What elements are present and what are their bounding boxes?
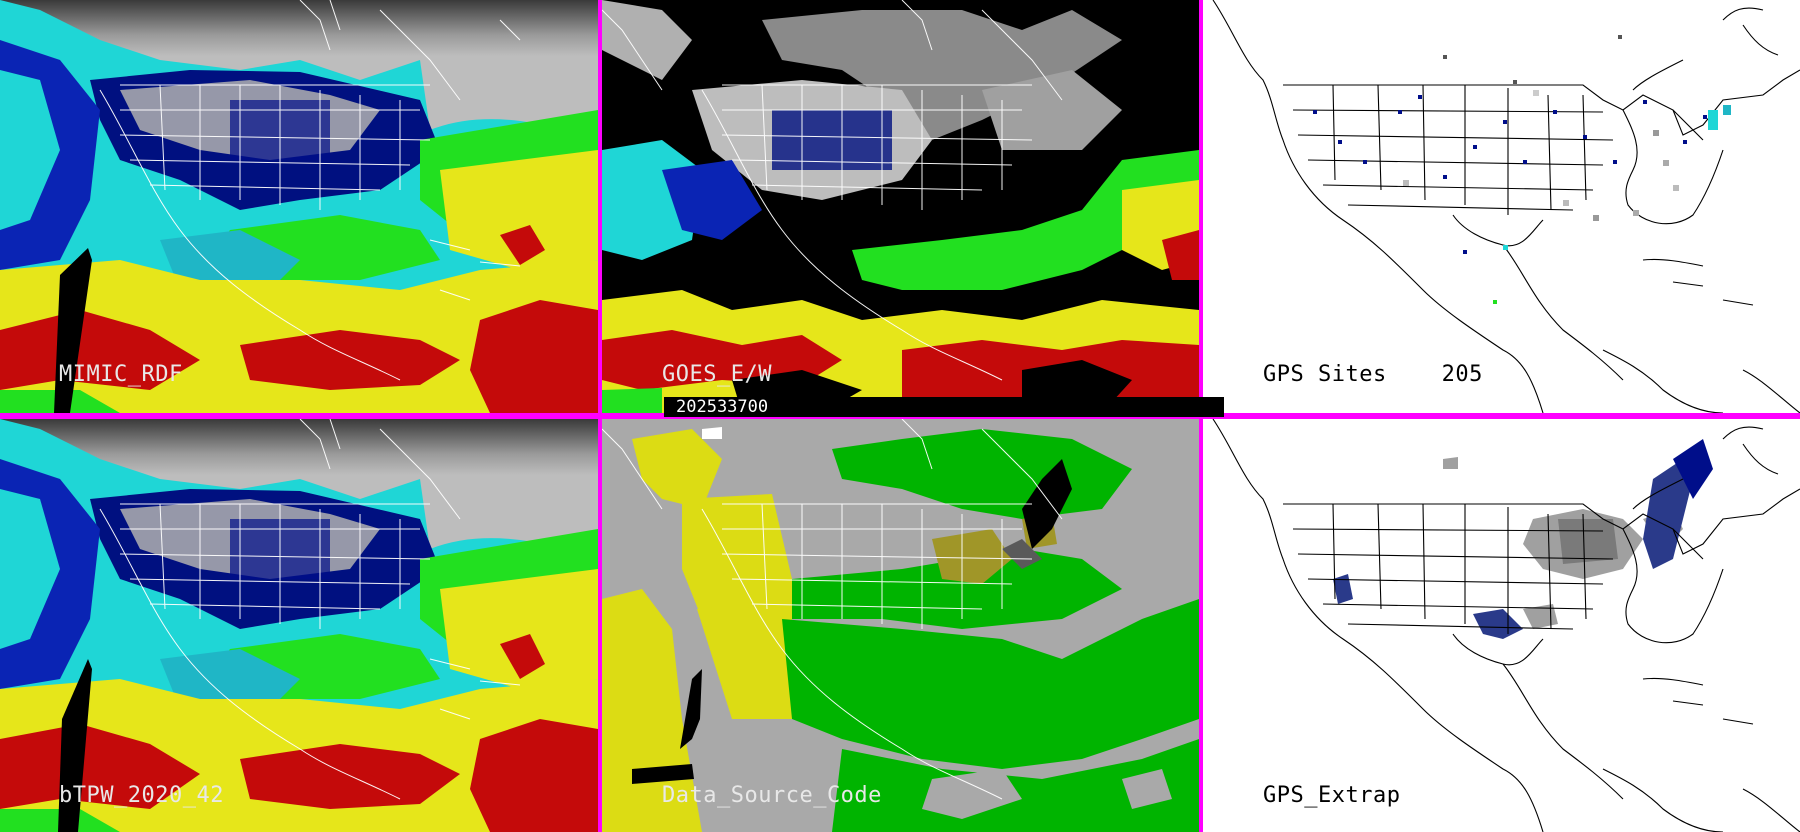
- panel-mimic-rdf: MIMIC_RDF: [0, 0, 598, 413]
- panel-gps-sites: GPS Sites 205: [1203, 0, 1800, 413]
- timestamp: 202533700: [676, 397, 769, 417]
- panel-label: Data_Source_Code: [662, 783, 882, 808]
- panel-label: bTPW_2020_42: [59, 783, 224, 808]
- tpw-satellite-map: [0, 0, 598, 413]
- panel-goes-ew: GOES_E/W: [602, 0, 1199, 413]
- panel-gps-extrap: GPS_Extrap: [1203, 419, 1800, 832]
- gps-site-markers: [1313, 35, 1731, 304]
- data-source-map: [602, 419, 1199, 832]
- panel-label: MIMIC_RDF: [59, 362, 183, 387]
- panel-label: GOES_E/W: [662, 362, 772, 387]
- gps-extrap-map: [1203, 419, 1800, 832]
- panel-label: GPS Sites 205: [1263, 362, 1483, 387]
- gps-sites-map: [1203, 0, 1800, 413]
- goes-tpw-map: [602, 0, 1199, 413]
- panel-data-source-code: Data_Source_Code: [602, 419, 1199, 832]
- btpw-satellite-map: [0, 419, 598, 832]
- timestamp-bar: 202533700: [664, 397, 1224, 417]
- panel-label: GPS_Extrap: [1263, 783, 1401, 808]
- panel-btpw-2020-42: bTPW_2020_42: [0, 419, 598, 832]
